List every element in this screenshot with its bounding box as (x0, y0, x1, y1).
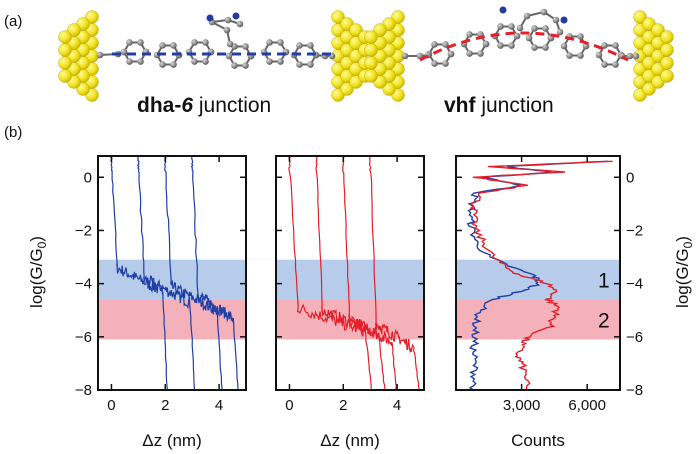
carbon-ring (460, 31, 490, 57)
right-y-axis-title: log(G/G0) (673, 236, 695, 308)
dha-6-traces-plot: 0 2 4 0 −2 −4 −6 −8 (75, 155, 247, 414)
x-tick-label: 0 (285, 397, 293, 414)
gold-electrode-left-b (364, 10, 405, 102)
x-tick-label: 2 (339, 397, 347, 414)
plot1-x-axis-title: Δz (nm) (142, 431, 202, 450)
band-label-2: 2 (598, 310, 610, 333)
y-tick-label-right: −8 (626, 382, 643, 399)
y-tick-label: −4 (75, 276, 92, 293)
y-tick-label: −6 (75, 329, 92, 346)
plot-frame (97, 155, 247, 391)
x-tick-label: 4 (215, 397, 223, 414)
x-tick-label: 4 (393, 397, 401, 414)
sulfur-linker-left (96, 48, 128, 59)
gold-electrode-right-a (331, 10, 372, 102)
cyano-substituent (516, 8, 564, 36)
plot-frame (455, 155, 621, 391)
y-tick-label-right: −6 (626, 329, 643, 346)
vhf-molecule-illustration (364, 6, 674, 102)
carbon-ring (260, 39, 290, 65)
band-label-1: 1 (598, 270, 610, 293)
x-tick-label: 3,000 (503, 397, 541, 414)
dha-6-molecule-illustration (58, 10, 372, 102)
x-tick-label: 6,000 (568, 397, 606, 414)
carbon-ring (560, 33, 590, 59)
x-tick-label: 0 (107, 397, 115, 414)
histogram-plot: 1 2 3,000 6,000 0 −2 −4 −6 −8 (455, 155, 643, 414)
panel-a-label: (a) (4, 13, 22, 30)
conductance-trace-3 (341, 155, 397, 391)
panel-b-label: (b) (4, 124, 22, 141)
dha-6-junction-caption: dha-6 junction (137, 94, 271, 117)
vhf-axis-dashed-curve (419, 31, 629, 62)
left-y-axis-title: log(G/G0) (27, 236, 49, 308)
vhf-traces-plot: 0 2 4 (275, 155, 425, 414)
plot-frame (275, 155, 425, 391)
y-tick-label: 0 (84, 169, 92, 186)
conductance-trace-4 (190, 155, 239, 391)
cyano-substituent (208, 16, 244, 48)
conductance-trace-2 (136, 155, 196, 391)
gold-electrode-right-b (633, 10, 674, 102)
y-tick-label-right: −4 (626, 276, 643, 293)
plot2-x-axis-title: Δz (nm) (320, 431, 380, 450)
gold-electrode-left-a (58, 10, 99, 102)
y-tick-label-right: −2 (626, 222, 643, 239)
conductance-trace-4 (368, 155, 420, 391)
y-tick-label: −2 (75, 222, 92, 239)
histogram-series-2 (469, 160, 613, 391)
y-tick-label-right: 0 (626, 169, 634, 186)
carbon-ring (525, 25, 555, 51)
vhf-junction-caption: vhf junction (444, 94, 554, 117)
conductance-trace-3 (163, 155, 223, 391)
y-tick-label: −8 (75, 382, 92, 399)
plot3-x-axis-title: Counts (511, 431, 565, 450)
x-tick-label: 2 (161, 397, 169, 414)
carbon-ring (185, 39, 215, 65)
